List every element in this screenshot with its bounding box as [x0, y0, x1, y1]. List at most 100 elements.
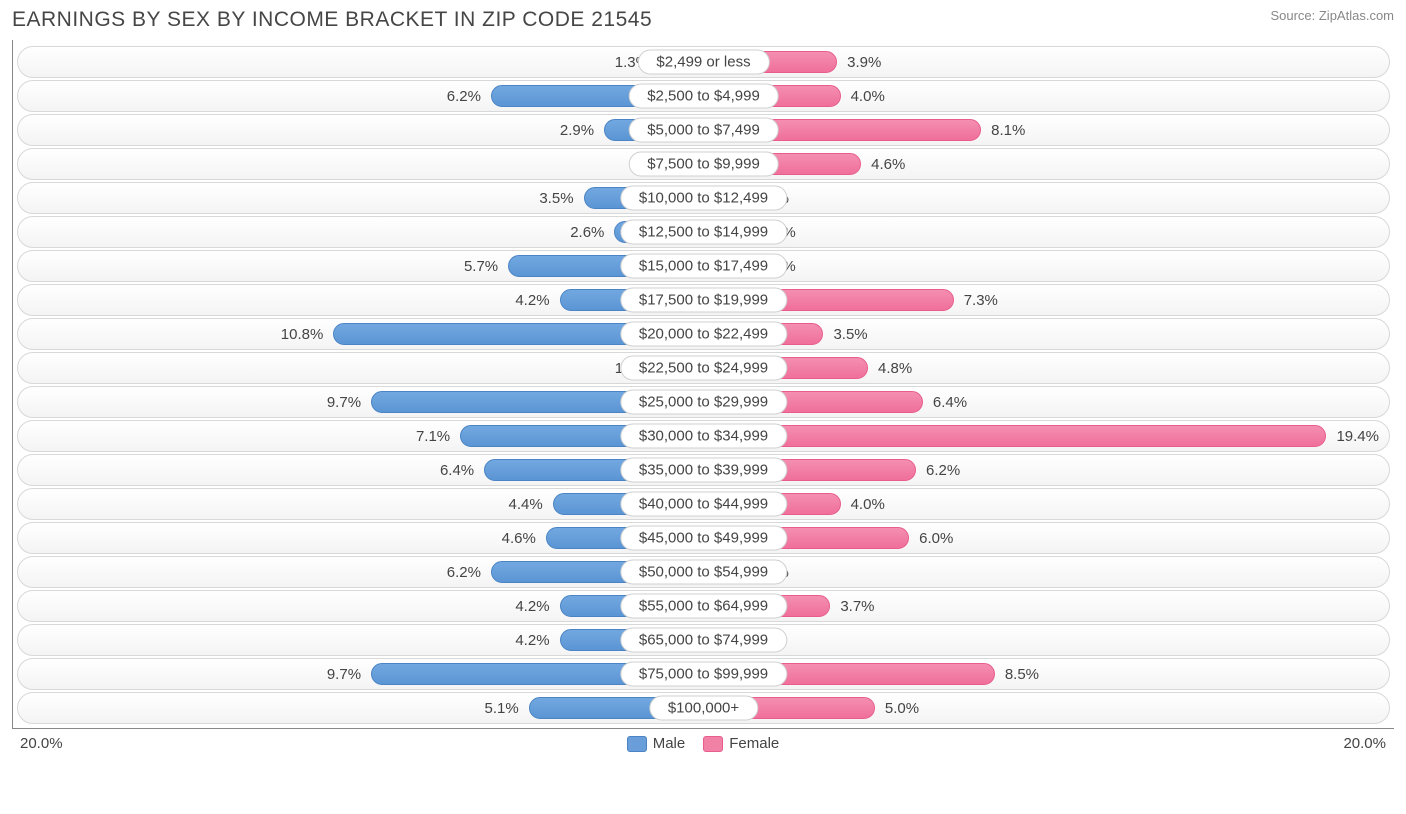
bracket-label: $40,000 to $44,999 [620, 492, 787, 517]
bracket-label: $50,000 to $54,999 [620, 560, 787, 585]
bracket-label: $65,000 to $74,999 [620, 628, 787, 653]
chart-row: 1.3% 3.9% $2,499 or less [17, 46, 1390, 78]
male-value-label: 6.4% [430, 462, 484, 479]
axis-right-max: 20.0% [1343, 735, 1386, 752]
chart-row: 5.1% 5.0% $100,000+ [17, 692, 1390, 724]
male-side: 4.2% [18, 591, 704, 621]
bracket-label: $2,499 or less [637, 50, 769, 75]
female-value-label: 3.7% [830, 598, 884, 615]
female-side: 8.1% [704, 115, 1390, 145]
bracket-label: $100,000+ [649, 696, 758, 721]
chart-header: EARNINGS BY SEX BY INCOME BRACKET IN ZIP… [12, 8, 1394, 32]
bracket-label: $75,000 to $99,999 [620, 662, 787, 687]
male-side: 10.8% [18, 319, 704, 349]
bracket-label: $55,000 to $64,999 [620, 594, 787, 619]
male-side: 1.3% [18, 353, 704, 383]
male-side: 9.7% [18, 659, 704, 689]
male-side: 2.9% [18, 115, 704, 145]
female-side: 4.6% [704, 149, 1390, 179]
female-value-label: 19.4% [1326, 428, 1389, 445]
bracket-label: $10,000 to $12,499 [620, 186, 787, 211]
bracket-label: $5,000 to $7,499 [628, 118, 779, 143]
chart-row: 4.2% 0.0%$65,000 to $74,999 [17, 624, 1390, 656]
male-swatch-icon [627, 736, 647, 752]
legend-male-label: Male [653, 735, 686, 752]
chart-row: 2.9%8.1%$5,000 to $7,499 [17, 114, 1390, 146]
female-side: 6.4% [704, 387, 1390, 417]
female-side: 4.0% [704, 489, 1390, 519]
legend-female-label: Female [729, 735, 779, 752]
female-value-label: 3.9% [837, 54, 891, 71]
legend-female: Female [703, 735, 779, 752]
male-side: 6.4% [18, 455, 704, 485]
female-side: 1.2% [704, 557, 1390, 587]
female-side: 4.0% [704, 81, 1390, 111]
chart-row: 6.2% 1.2%$50,000 to $54,999 [17, 556, 1390, 588]
male-value-label: 2.6% [560, 224, 614, 241]
male-side: 4.4% [18, 489, 704, 519]
bracket-label: $22,500 to $24,999 [620, 356, 787, 381]
male-value-label: 9.7% [317, 666, 371, 683]
chart-row: 0.0%4.6%$7,500 to $9,999 [17, 148, 1390, 180]
male-value-label: 6.2% [437, 564, 491, 581]
female-side: 6.2% [704, 455, 1390, 485]
chart-row: 10.8%3.5%$20,000 to $22,499 [17, 318, 1390, 350]
female-bar [704, 425, 1327, 447]
legend-male: Male [627, 735, 686, 752]
bracket-label: $45,000 to $49,999 [620, 526, 787, 551]
chart-row: 6.2%4.0%$2,500 to $4,999 [17, 80, 1390, 112]
female-side: 3.9% [704, 47, 1390, 77]
male-value-label: 5.1% [475, 700, 529, 717]
female-side: 8.5% [704, 659, 1390, 689]
male-value-label: 4.4% [499, 496, 553, 513]
female-side: 1.4% [704, 217, 1390, 247]
male-side: 2.6% [18, 217, 704, 247]
female-value-label: 6.2% [916, 462, 970, 479]
male-side: 6.2% [18, 81, 704, 111]
male-side: 9.7% [18, 387, 704, 417]
chart-source: Source: ZipAtlas.com [1270, 8, 1394, 23]
chart-row: 4.6% 6.0% $45,000 to $49,999 [17, 522, 1390, 554]
male-value-label: 4.2% [505, 598, 559, 615]
bracket-label: $15,000 to $17,499 [620, 254, 787, 279]
chart-row: 9.7% 6.4% $25,000 to $29,999 [17, 386, 1390, 418]
female-side: 5.0% [704, 693, 1390, 723]
male-side: 7.1% [18, 421, 704, 451]
male-side: 1.3% [18, 47, 704, 77]
female-side: 3.5% [704, 319, 1390, 349]
male-value-label: 3.5% [529, 190, 583, 207]
male-side: 6.2% [18, 557, 704, 587]
chart-row: 4.2%7.3%$17,500 to $19,999 [17, 284, 1390, 316]
female-value-label: 4.8% [868, 360, 922, 377]
female-side: 0.96% [704, 183, 1390, 213]
chart-row: 4.4% 4.0%$40,000 to $44,999 [17, 488, 1390, 520]
bracket-label: $30,000 to $34,999 [620, 424, 787, 449]
female-side: 1.4% [704, 251, 1390, 281]
chart-row: 5.7% 1.4%$15,000 to $17,499 [17, 250, 1390, 282]
female-value-label: 6.0% [909, 530, 963, 547]
male-side: 4.2% [18, 285, 704, 315]
female-value-label: 5.0% [875, 700, 929, 717]
male-value-label: 6.2% [437, 88, 491, 105]
male-value-label: 4.6% [492, 530, 546, 547]
chart-row: 4.2% 3.7% $55,000 to $64,999 [17, 590, 1390, 622]
bracket-label: $35,000 to $39,999 [620, 458, 787, 483]
female-side: 0.0% [704, 625, 1390, 655]
bracket-label: $12,500 to $14,999 [620, 220, 787, 245]
female-value-label: 6.4% [923, 394, 977, 411]
male-side: 5.7% [18, 251, 704, 281]
male-side: 0.0% [18, 149, 704, 179]
male-value-label: 4.2% [505, 632, 559, 649]
female-swatch-icon [703, 736, 723, 752]
chart-footer: 20.0% Male Female 20.0% [12, 729, 1394, 752]
female-side: 6.0% [704, 523, 1390, 553]
diverging-bar-chart: 1.3%3.9%$2,499 or less6.2%4.0%$2,500 to … [12, 40, 1394, 729]
male-value-label: 7.1% [406, 428, 460, 445]
male-value-label: 4.2% [505, 292, 559, 309]
bracket-label: $20,000 to $22,499 [620, 322, 787, 347]
male-value-label: 5.7% [454, 258, 508, 275]
axis-left-max: 20.0% [20, 735, 63, 752]
legend: Male Female [627, 735, 780, 752]
chart-row: 3.5% 0.96%$10,000 to $12,499 [17, 182, 1390, 214]
bracket-label: $25,000 to $29,999 [620, 390, 787, 415]
